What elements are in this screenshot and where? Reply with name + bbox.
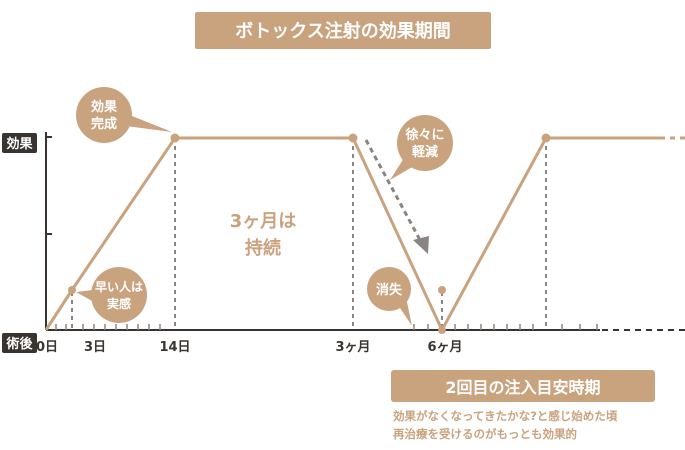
x-tick-6m: 6ヶ月 [427,340,462,355]
bubble-early-line2: 実感 [107,296,131,311]
bubble-complete [76,87,132,143]
fading-arrow-head-icon [413,236,429,254]
bubble-early-tail [76,290,94,302]
bubble-complete-line1: 効果 [91,99,117,115]
y-axis-bottom-label: 術後 [5,336,33,352]
x-tick-3d: 3日 [84,340,106,355]
bubble-fades-line2: 軽減 [412,144,438,160]
next-injection-banner [391,370,655,402]
bubble-complete-tail [122,112,172,132]
bubble-gone-tail [398,302,412,326]
bubble-fades-line1: 徐々に [404,127,444,143]
next-injection-title: 2回目の注入目安時期 [445,378,600,397]
x-minor-ticks [55,324,598,330]
x-tick-3m: 3ヶ月 [335,340,370,355]
title-banner [195,12,491,49]
vertical-guides [71,138,547,330]
page-title: ボトックス注射の効果期間 [235,20,450,42]
y-axis-bottom-label-box [2,333,37,353]
bubble-fades [397,115,453,171]
bubble-complete-line2: 完成 [91,116,117,132]
plateau-label-line1: 3ヶ月は [230,211,297,232]
next-injection-line1: 効果がなくなってきたかな?と感じ始めた頃 [393,409,618,423]
y-axis-top-label-box [2,133,37,153]
bubble-early-line1: 早い人は [95,279,143,294]
bubble-gone [367,267,411,311]
plateau-label-line2: 持続 [245,237,281,259]
x-tick-0d: 0日 [36,340,58,355]
fading-arrow-line [364,139,422,241]
curve-points [68,133,551,334]
bubble-gone-label: 消失 [376,282,403,298]
bubble-early [91,267,147,323]
x-tick-14d: 14日 [159,340,190,355]
y-axis-top-label: 効果 [6,136,32,152]
next-injection-line2: 再治療を受けるのがもっとも効果的 [393,427,577,441]
